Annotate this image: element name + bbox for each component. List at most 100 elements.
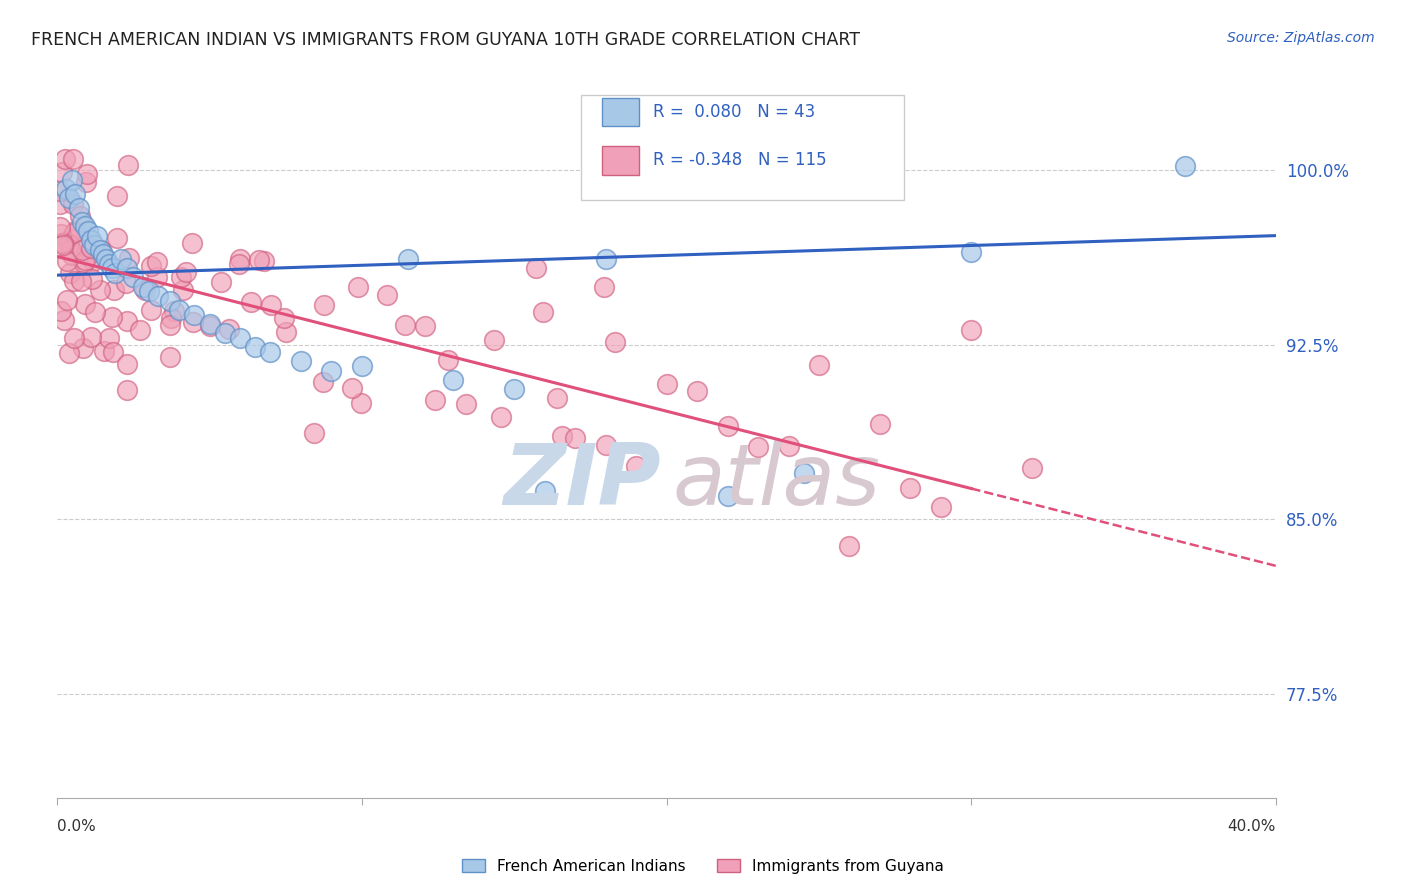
Point	[960, 244, 983, 259]
Point	[80, 233, 103, 247]
Point	[118, 251, 141, 265]
Text: atlas: atlas	[672, 440, 880, 523]
Point	[159, 350, 181, 364]
Point	[900, 482, 922, 496]
Point	[56, 254, 79, 268]
Point	[441, 373, 464, 387]
Point	[253, 254, 276, 268]
Point	[51, 235, 73, 250]
Point	[425, 392, 447, 407]
Point	[686, 384, 709, 398]
Point	[53, 313, 76, 327]
Point	[415, 318, 437, 333]
Point	[101, 310, 124, 325]
Point	[214, 326, 236, 341]
Point	[551, 429, 574, 443]
Point	[593, 280, 616, 294]
Point	[347, 280, 370, 294]
Point	[62, 173, 84, 187]
Point	[49, 304, 72, 318]
Point	[101, 261, 124, 276]
Point	[503, 382, 526, 396]
Point	[716, 418, 738, 433]
Point	[62, 226, 84, 240]
Point	[350, 396, 373, 410]
Point	[139, 259, 162, 273]
Point	[72, 256, 94, 270]
Point	[394, 318, 416, 332]
Point	[49, 227, 72, 241]
Point	[240, 294, 263, 309]
Point	[183, 308, 205, 322]
Point	[63, 274, 86, 288]
Point	[259, 345, 281, 359]
Point	[489, 409, 512, 424]
Point	[52, 237, 75, 252]
Point	[437, 353, 460, 368]
Point	[117, 158, 139, 172]
Point	[163, 303, 186, 318]
Point	[49, 197, 72, 211]
Point	[181, 315, 204, 329]
Legend: French American Indians, Immigrants from Guyana: French American Indians, Immigrants from…	[456, 853, 950, 880]
Point	[160, 311, 183, 326]
Point	[146, 289, 169, 303]
Point	[115, 383, 138, 397]
Point	[603, 335, 626, 350]
Point	[131, 279, 153, 293]
Point	[49, 219, 72, 234]
Point	[169, 270, 191, 285]
Point	[51, 165, 73, 179]
Point	[104, 266, 127, 280]
Point	[167, 303, 190, 318]
Point	[52, 235, 75, 250]
Point	[228, 257, 250, 271]
Point	[146, 269, 169, 284]
Point	[172, 283, 194, 297]
Point	[107, 230, 129, 244]
Point	[89, 243, 111, 257]
Point	[103, 283, 125, 297]
Text: ZIP: ZIP	[503, 440, 661, 523]
Point	[290, 354, 312, 368]
Point	[1174, 159, 1197, 173]
Point	[60, 243, 83, 257]
Point	[98, 256, 121, 270]
Point	[63, 330, 86, 344]
Point	[75, 175, 97, 189]
Point	[869, 417, 891, 431]
Point	[747, 441, 769, 455]
Point	[838, 539, 860, 553]
Point	[655, 376, 678, 391]
Point	[396, 252, 419, 266]
Point	[134, 283, 156, 297]
Point	[70, 214, 93, 228]
Point	[117, 261, 139, 276]
Point	[65, 186, 87, 201]
Point	[91, 247, 114, 261]
Point	[524, 260, 547, 275]
Point	[76, 167, 98, 181]
Point	[58, 346, 80, 360]
Point	[53, 152, 76, 166]
Point	[129, 323, 152, 337]
Point	[321, 363, 343, 377]
Point	[76, 224, 98, 238]
Point	[55, 182, 77, 196]
Point	[546, 391, 568, 405]
Point	[69, 210, 91, 224]
Point	[595, 252, 617, 266]
Bar	[602, 146, 638, 175]
Point	[198, 317, 221, 331]
Text: 0.0%: 0.0%	[58, 819, 96, 834]
Text: Source: ZipAtlas.com: Source: ZipAtlas.com	[1227, 31, 1375, 45]
Point	[456, 397, 478, 411]
Point	[793, 466, 815, 480]
Point	[138, 285, 160, 299]
Point	[67, 201, 90, 215]
Point	[778, 439, 800, 453]
Text: R =  0.080   N = 43: R = 0.080 N = 43	[654, 103, 815, 121]
Point	[82, 253, 104, 268]
Point	[94, 252, 117, 266]
Point	[209, 275, 232, 289]
